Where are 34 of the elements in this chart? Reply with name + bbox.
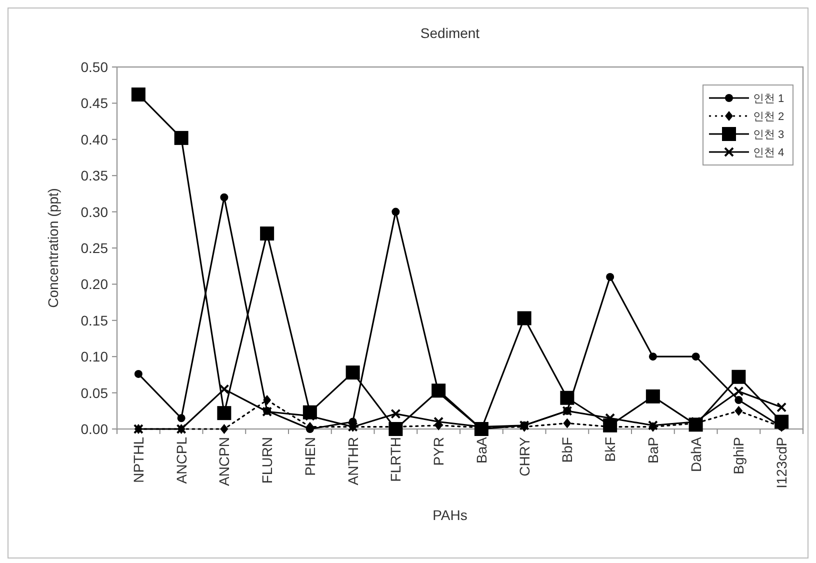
x-tick-label: BaP [644, 437, 661, 464]
x-tick-label: NPTHL [130, 436, 146, 483]
legend-label: 인천 2 [753, 111, 784, 123]
x-tick-label: PYR [430, 437, 447, 466]
x-tick-label: CHRY [516, 436, 532, 476]
x-tick-label: ANCPN [216, 437, 232, 486]
x-tick-label: FLRTH [388, 437, 404, 482]
y-axis-title: Concentration (ppt) [45, 188, 61, 308]
y-tick-label: 0.15 [80, 312, 108, 328]
x-tick-label: PHEN [302, 437, 318, 476]
y-tick-label: 0.40 [80, 131, 108, 148]
y-tick-label: 0.00 [80, 421, 108, 437]
legend-label: 인천 3 [753, 129, 784, 141]
legend-label: 인천 4 [753, 147, 784, 159]
chart-title: Sediment [420, 25, 480, 41]
x-tick-label: BkF [602, 437, 618, 462]
x-tick-label: DahA [688, 436, 704, 472]
y-tick-label: 0.20 [80, 276, 108, 292]
x-tick-label: ANTHR [344, 437, 361, 486]
y-tick-label: 0.25 [80, 240, 108, 256]
x-tick-label: BbF [559, 437, 576, 463]
y-tick-label: 0.05 [80, 384, 108, 401]
y-tick-label: 0.10 [80, 348, 108, 365]
x-tick-label: ANCPL [173, 436, 190, 484]
x-tick-label: BghiP [730, 437, 747, 474]
x-tick-label: I123cdP [774, 437, 790, 488]
y-tick-label: 0.35 [80, 168, 108, 184]
y-tick-label: 0.45 [80, 95, 108, 112]
x-axis-title: PAHs [432, 507, 468, 523]
y-tick-label: 0.50 [80, 59, 108, 75]
y-tick-label: 0.30 [80, 204, 108, 220]
x-tick-label: FLURN [259, 437, 276, 484]
legend-label: 인천 1 [753, 93, 784, 105]
x-tick-label: BaA [473, 436, 490, 464]
